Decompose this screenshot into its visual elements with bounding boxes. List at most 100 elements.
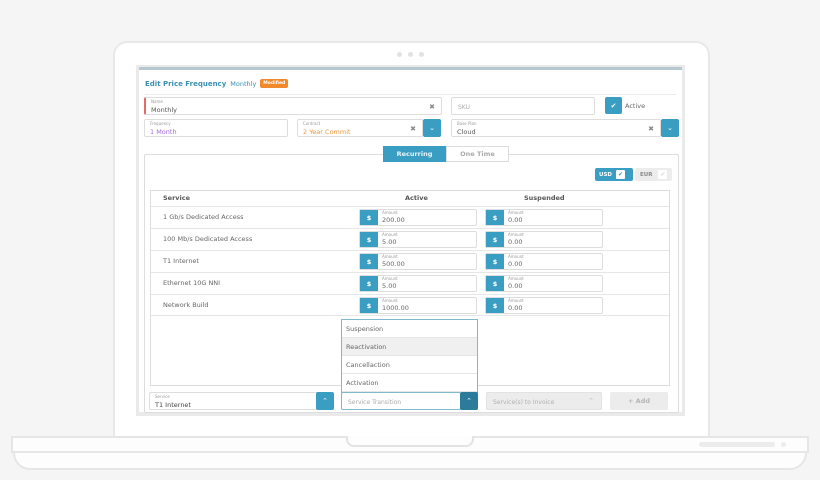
active-amount-input[interactable]: $ Amount 500.00 [359,253,477,270]
tab-one-time[interactable]: One Time [446,146,509,162]
amount-value: 1000.00 [382,304,409,312]
header-active: Active [405,194,428,202]
amount-value: 0.00 [508,260,523,268]
amount-label: Amount [382,254,398,259]
services-to-invoice-select[interactable]: Service(s) to Invoice ⌃ [486,392,602,410]
suspended-amount-input[interactable]: $ Amount 0.00 [485,209,603,226]
amount-label: Amount [508,210,524,215]
base-plan-label: Base Plan [457,121,477,126]
service-label: Service [155,394,170,399]
amount-value: 5.00 [382,238,397,246]
frequency-label: Frequency [150,121,171,126]
clear-icon[interactable]: ✖ [429,103,435,111]
chevron-up-icon: ⌃ [466,397,472,405]
base-plan-dropdown-button[interactable]: ⌄ [661,119,679,137]
base-plan-value: Cloud [457,128,476,136]
active-label: Active [625,102,646,110]
dollar-icon: $ [486,232,504,247]
dollar-icon: $ [360,232,378,247]
currency-label: USD [599,171,612,178]
service-name: Network Build [163,301,209,309]
suspended-amount-input[interactable]: $ Amount 0.00 [485,275,603,292]
amount-label: Amount [508,276,524,281]
active-amount-input[interactable]: $ Amount 5.00 [359,231,477,248]
table-row: Ethernet 10G NNI $ Amount 5.00 $ Amount 0.00 [151,272,669,294]
amount-value: 0.00 [508,304,523,312]
status-badge: Modified [260,79,289,88]
laptop-notch [346,436,474,447]
amount-value: 0.00 [508,282,523,290]
frequency-field[interactable]: Frequency 1 Month [144,119,288,137]
amount-value: 0.00 [508,216,523,224]
header-service: Service [163,194,191,202]
divider [145,94,676,95]
service-name: Ethernet 10G NNI [163,279,221,287]
active-checkbox[interactable]: ✔ [605,97,622,114]
option-suspension[interactable]: Suspension [342,320,477,338]
currency-eur[interactable]: EUR ✔ [635,168,672,181]
option-cancellation[interactable]: Cancellaction [342,356,477,374]
screen: Edit Price Frequency Monthly Modified Na… [136,65,685,416]
service-value: T1 Internet [155,401,191,409]
camera-dot [397,52,402,57]
transition-placeholder: Service Transition [348,399,402,406]
dollar-icon: $ [486,276,504,291]
service-transition-select[interactable]: Service Transition [341,392,461,410]
edit-panel: Edit Price Frequency Monthly Modified Na… [139,67,682,413]
active-amount-input[interactable]: $ Amount 200.00 [359,209,477,226]
chevron-down-icon: ⌄ [429,124,435,132]
base-plan-field[interactable]: Base Plan Cloud ✖ [451,119,661,137]
transition-dropdown-menu: Suspension Reactivation Cancellaction Ac… [341,319,478,393]
name-field[interactable]: Name Monthly ✖ [144,97,442,115]
suspended-amount-input[interactable]: $ Amount 0.00 [485,253,603,270]
amount-label: Amount [382,298,398,303]
table-row: 1 Gb/s Dedicated Access $ Amount 200.00 $ A… [151,206,669,228]
amount-value: 500.00 [382,260,405,268]
chevron-down-icon: ⌄ [667,124,673,132]
check-icon: ✔ [658,170,668,179]
amount-label: Amount [382,210,398,215]
amount-label: Amount [382,276,398,281]
option-activation[interactable]: Activation [342,374,477,392]
currency-usd[interactable]: USD ✔ [595,168,633,181]
dollar-icon: $ [360,276,378,291]
clear-icon[interactable]: ✖ [410,125,416,133]
contract-dropdown-button[interactable]: ⌄ [423,119,441,137]
table-row: 100 Mb/s Dedicated Access $ Amount 5.00 $ A… [151,228,669,250]
tab-recurring[interactable]: Recurring [383,146,446,162]
laptop-foot [13,453,807,470]
dollar-icon: $ [486,210,504,225]
pricing-tabs: Recurring One Time [383,146,509,162]
suspended-amount-input[interactable]: $ Amount 0.00 [485,231,603,248]
frequency-value: 1 Month [150,128,177,136]
active-amount-input[interactable]: $ Amount 1000.00 [359,297,477,314]
active-amount-input[interactable]: $ Amount 5.00 [359,275,477,292]
service-name: T1 Internet [163,257,199,265]
check-icon: ✔ [610,101,617,110]
clear-icon[interactable]: ✖ [648,125,654,133]
chevron-up-icon: ⌃ [588,397,594,405]
table-row: Network Build $ Amount 1000.00 $ Amount 0.00 [151,294,669,316]
amount-value: 200.00 [382,216,405,224]
amount-label: Amount [508,232,524,237]
dollar-icon: $ [486,254,504,269]
service-select[interactable]: Service T1 Internet [149,392,318,410]
service-dropdown-button[interactable]: ⌃ [316,392,334,410]
title-text: Edit Price Frequency [145,79,227,88]
currency-label: EUR [640,171,653,178]
contract-value: 2 Year Commit [303,128,351,136]
suspended-amount-input[interactable]: $ Amount 0.00 [485,297,603,314]
transition-dropdown-button[interactable]: ⌃ [460,392,478,410]
option-reactivation[interactable]: Reactivation [342,338,477,356]
add-button[interactable]: + Add [610,392,668,410]
camera-dot [408,52,413,57]
service-name: 100 Mb/s Dedicated Access [163,235,253,243]
amount-label: Amount [382,232,398,237]
sku-placeholder: SKU [458,104,470,111]
contract-field[interactable]: Contract 2 Year Commit ✖ [297,119,423,137]
sku-field[interactable]: SKU [451,97,595,115]
dollar-icon: $ [360,254,378,269]
dollar-icon: $ [486,298,504,313]
amount-value: 0.00 [508,238,523,246]
amount-label: Amount [508,254,524,259]
